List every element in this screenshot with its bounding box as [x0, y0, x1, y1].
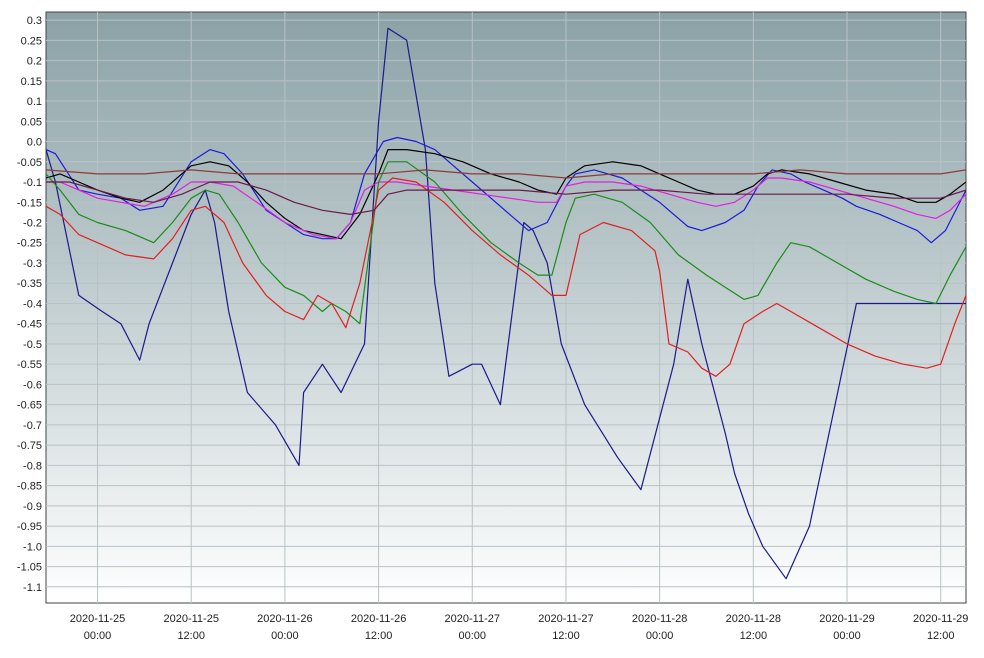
- y-tick-label: -1.0: [23, 541, 42, 553]
- y-tick-label: -0.4: [23, 298, 42, 310]
- y-tick-label: -0.65: [17, 400, 42, 412]
- y-tick-label: 0.05: [21, 116, 42, 128]
- y-tick-label: -0.6: [23, 379, 42, 391]
- x-tick-date-label: 2020-11-27: [538, 613, 593, 625]
- series-line-4: [46, 177, 966, 240]
- x-tick-time-label: 00:00: [271, 630, 299, 642]
- series-line-7: [46, 181, 966, 215]
- x-tick-time-label: 12:00: [740, 630, 768, 642]
- y-tick-label: 0.1: [27, 96, 42, 108]
- y-tick-label: -1.1: [23, 582, 42, 594]
- x-tick-date-label: 2020-11-28: [726, 613, 781, 625]
- y-tick-label: 0.25: [21, 35, 42, 47]
- y-tick-label: 0.3: [27, 15, 42, 27]
- y-tick-label: -0.95: [17, 521, 42, 533]
- y-tick-label: -1.05: [17, 562, 42, 574]
- y-tick-label: -0.35: [17, 278, 42, 290]
- x-tick-time-label: 00:00: [459, 630, 487, 642]
- y-tick-label: -0.15: [17, 197, 42, 209]
- series-line-3: [46, 149, 966, 240]
- y-tick-label: 0.2: [27, 56, 42, 68]
- x-tick-time-label: 12:00: [177, 630, 205, 642]
- x-tick-date-label: 2020-11-27: [445, 613, 500, 625]
- y-tick-label: -0.8: [23, 460, 42, 472]
- series-line-5: [46, 161, 966, 325]
- series-line-2: [46, 136, 966, 244]
- x-tick-date-label: 2020-11-29: [913, 613, 968, 625]
- x-axis: 2020-11-25 00:00 2020-11-25 12:00 2020-11-26…: [70, 613, 969, 642]
- y-tick-label: -0.85: [17, 481, 42, 493]
- y-tick-label: 0.15: [21, 76, 42, 88]
- plot-area: [45, 11, 967, 604]
- y-tick-label: -0.45: [17, 319, 42, 331]
- y-tick-label: 0.0: [27, 137, 42, 149]
- y-tick-label: -0.1: [23, 177, 42, 189]
- series-line-8: [46, 169, 966, 179]
- x-tick-time-label: 12:00: [552, 630, 580, 642]
- x-tick-date-label: 2020-11-29: [819, 613, 874, 625]
- x-tick-time-label: 00:00: [84, 630, 112, 642]
- y-tick-label: -0.3: [23, 258, 42, 270]
- series-line-1: [46, 27, 966, 580]
- x-tick-date-label: 2020-11-26: [351, 613, 406, 625]
- x-tick-time-label: 00:00: [646, 630, 674, 642]
- y-tick-label: -0.5: [23, 339, 42, 351]
- x-tick-time-label: 12:00: [365, 630, 393, 642]
- x-tick-date-label: 2020-11-26: [257, 613, 312, 625]
- y-tick-label: -0.75: [17, 440, 42, 452]
- x-tick-time-label: 00:00: [833, 630, 861, 642]
- x-tick-date-label: 2020-11-25: [163, 613, 218, 625]
- x-tick-date-label: 2020-11-28: [632, 613, 687, 625]
- y-tick-label: -0.25: [17, 238, 42, 250]
- x-tick-date-label: 2020-11-25: [70, 613, 125, 625]
- y-tick-label: -0.2: [23, 217, 42, 229]
- y-axis: 0.3 0.25 0.2 0.15 0.1 0.05 0.0 -0.05 -0.1 -0.15 -0…: [17, 15, 42, 594]
- series-line-6: [46, 177, 966, 377]
- y-tick-label: -0.55: [17, 359, 42, 371]
- y-tick-label: -0.9: [23, 501, 42, 513]
- series-group: [46, 27, 966, 580]
- x-tick-time-label: 12:00: [927, 630, 955, 642]
- y-tick-label: -0.05: [17, 157, 42, 169]
- y-tick-label: -0.7: [23, 420, 42, 432]
